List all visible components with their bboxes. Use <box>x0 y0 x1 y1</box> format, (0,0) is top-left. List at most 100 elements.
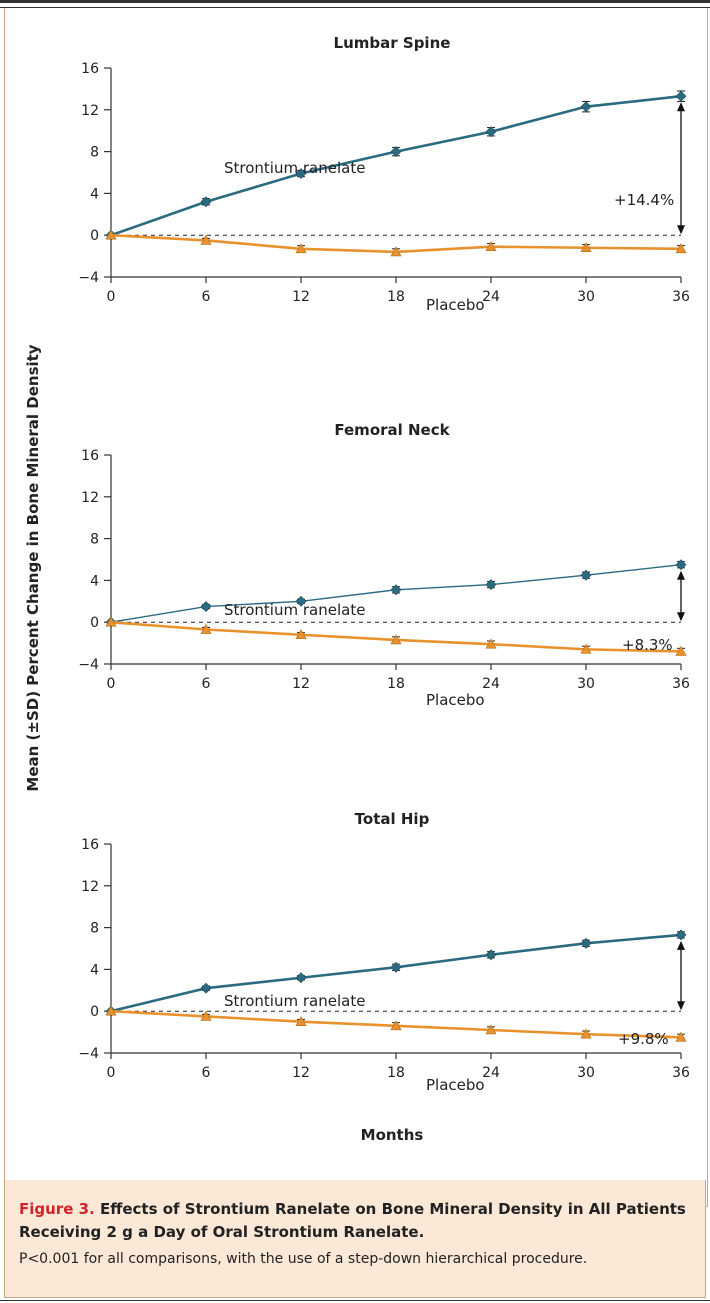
x-tick-label: 12 <box>292 1065 310 1081</box>
x-tick-label: 0 <box>107 1065 116 1081</box>
x-tick-label: 30 <box>577 1065 595 1081</box>
data-point-triangle <box>200 1010 212 1021</box>
data-point-diamond <box>295 595 307 607</box>
data-point-diamond <box>485 949 497 961</box>
data-point-diamond <box>485 579 497 591</box>
data-point-triangle <box>390 634 402 645</box>
data-point-triangle <box>485 638 497 649</box>
data-point-triangle <box>580 1028 592 1039</box>
y-tick-label: 4 <box>90 962 99 978</box>
difference-label: +8.3% <box>622 636 673 654</box>
placebo-series-label: Placebo <box>426 691 485 709</box>
data-point-triangle <box>295 243 307 254</box>
x-tick-label: 24 <box>482 289 500 305</box>
data-point-diamond <box>675 90 687 102</box>
y-tick-label: 0 <box>90 615 99 631</box>
difference-arrow-head-down <box>677 225 685 235</box>
placebo-series-label: Placebo <box>426 296 485 314</box>
data-point-diamond <box>390 584 402 596</box>
data-point-diamond <box>580 569 592 581</box>
y-tick-label: −4 <box>78 270 99 286</box>
y-tick-label: 0 <box>90 1004 99 1020</box>
data-point-triangle <box>485 241 497 251</box>
x-tick-label: 0 <box>107 676 116 692</box>
strontium-series-label: Strontium ranelate <box>224 601 365 619</box>
caption-title-text: Effects of Strontium Ranelate on Bone Mi… <box>19 1200 686 1241</box>
data-point-triangle <box>200 234 212 245</box>
x-tick-label: 18 <box>387 1065 405 1081</box>
caption-body: P<0.001 for all comparisons, with the us… <box>19 1251 588 1267</box>
data-point-triangle <box>580 242 592 253</box>
data-point-triangle <box>485 1024 497 1035</box>
difference-arrow-head-down <box>677 612 685 622</box>
difference-label: +9.8% <box>618 1030 669 1048</box>
data-point-diamond <box>390 146 402 158</box>
strontium-series <box>105 929 687 1017</box>
x-tick-label: 36 <box>672 676 690 692</box>
y-tick-label: 12 <box>81 490 99 506</box>
x-tick-label: 6 <box>202 676 211 692</box>
chart-panel-3: Total Hip −4 0 4 8 12 16 0 6 12 18 24 30 36 Strontium … <box>78 810 690 1094</box>
panel-title: Total Hip <box>355 810 430 828</box>
x-tick-label: 12 <box>292 676 310 692</box>
y-tick-label: −4 <box>78 657 99 673</box>
data-point-diamond <box>200 196 212 208</box>
top-rule <box>0 0 710 3</box>
top-rule-thin <box>0 7 710 8</box>
data-point-triangle <box>390 246 402 257</box>
data-point-triangle <box>200 623 212 634</box>
figure-panel <box>4 8 708 1207</box>
data-point-triangle <box>105 1005 117 1016</box>
chart-panel-2: Femoral Neck −4 0 4 8 12 16 0 6 12 18 24 30 36 Stronti… <box>78 421 690 709</box>
data-point-triangle <box>580 643 592 654</box>
x-tick-label: 36 <box>672 1065 690 1081</box>
data-point-diamond <box>295 972 307 984</box>
strontium-series-label: Strontium ranelate <box>224 159 365 177</box>
caption-title: Figure 3. Effects of Strontium Ranelate … <box>19 1198 691 1244</box>
figure-caption: Figure 3. Effects of Strontium Ranelate … <box>4 1180 706 1298</box>
x-tick-label: 24 <box>482 1065 500 1081</box>
y-tick-label: 0 <box>90 228 99 244</box>
data-point-triangle <box>295 629 307 640</box>
x-tick-label: 18 <box>387 676 405 692</box>
x-tick-label: 24 <box>482 676 500 692</box>
data-point-triangle <box>675 645 687 656</box>
strontium-series <box>105 559 687 628</box>
bottom-rule <box>0 1300 710 1301</box>
x-tick-label: 30 <box>577 676 595 692</box>
difference-arrow-head-up <box>677 102 685 112</box>
panel-title: Femoral Neck <box>334 421 450 439</box>
placebo-series <box>105 229 687 257</box>
data-point-triangle <box>390 1020 402 1031</box>
chart-panel-1: Lumbar Spine −4 0 4 8 12 16 0 6 12 18 24 30 36 Stronti… <box>78 34 690 314</box>
bmd-chart: Mean (±SD) Percent Change in Bone Minera… <box>24 34 690 1144</box>
data-point-diamond <box>295 168 307 179</box>
x-tick-label: 30 <box>577 289 595 305</box>
series-line <box>110 933 682 1013</box>
x-tick-label: 0 <box>107 289 116 305</box>
y-tick-label: 8 <box>90 145 99 161</box>
strontium-series <box>105 90 687 241</box>
y-axis-label: Mean (±SD) Percent Change in Bone Minera… <box>24 344 42 791</box>
y-tick-label: 16 <box>81 448 99 464</box>
chart-panels: Lumbar Spine −4 0 4 8 12 16 0 6 12 18 24 30 36 Stronti… <box>78 34 690 1094</box>
data-point-diamond <box>580 101 592 113</box>
difference-label: +14.4% <box>614 191 674 209</box>
x-tick-label: 6 <box>202 1065 211 1081</box>
data-point-diamond <box>675 559 687 571</box>
figure-number: Figure 3. <box>19 1200 95 1218</box>
panel-title: Lumbar Spine <box>334 34 451 52</box>
data-point-triangle <box>675 243 687 254</box>
y-tick-label: 8 <box>90 532 99 548</box>
difference-arrow-head-up <box>677 940 685 950</box>
placebo-series <box>105 616 687 656</box>
data-point-triangle <box>675 1031 687 1042</box>
y-tick-label: 4 <box>90 573 99 589</box>
y-tick-label: 12 <box>81 103 99 119</box>
y-tick-label: 16 <box>81 837 99 853</box>
y-tick-label: 4 <box>90 186 99 202</box>
x-tick-label: 18 <box>387 289 405 305</box>
x-axis-label: Months <box>361 1126 424 1144</box>
data-point-diamond <box>200 601 212 612</box>
